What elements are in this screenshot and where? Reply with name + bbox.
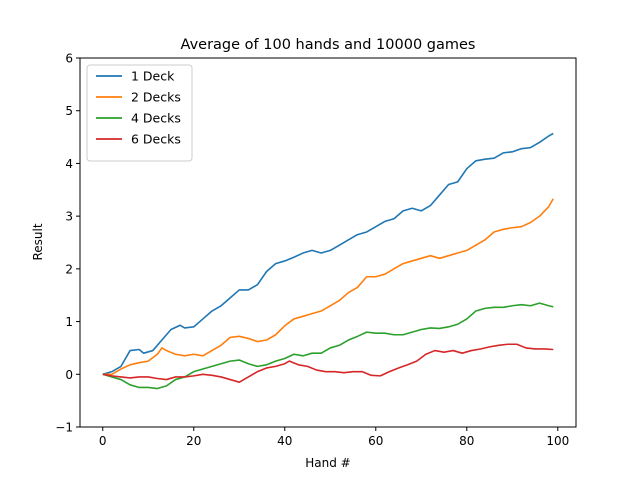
plot-area-frame — [79, 57, 577, 428]
series-line-3 — [102, 302, 554, 390]
y-tick-label: 5 — [65, 104, 73, 118]
legend-box — [86, 64, 193, 162]
y-tick-label: 3 — [65, 210, 73, 224]
series-line-1 — [102, 132, 554, 376]
legend: 1 Deck 2 Decks 4 Decks 6 Decks — [86, 64, 193, 162]
x-tick-label: 60 — [368, 434, 383, 448]
x-axis-title: Hand # — [305, 456, 350, 470]
y-tick-label: 0 — [65, 368, 73, 382]
y-axis-title: Result — [31, 223, 45, 260]
y-tick-label: −1 — [55, 421, 73, 435]
y-tick-label: 4 — [65, 157, 73, 171]
y-tick-label: 2 — [65, 262, 73, 276]
y-tick-label: 1 — [65, 315, 73, 329]
x-axis: 0 20 40 60 80 100 — [99, 427, 569, 448]
legend-entry: 1 Deck — [131, 69, 175, 84]
x-tick-label: 0 — [99, 434, 107, 448]
series-layer — [102, 132, 554, 390]
x-tick-label: 20 — [186, 434, 201, 448]
legend-entry: 6 Decks — [131, 132, 181, 147]
legend-entry: 4 Decks — [131, 111, 181, 126]
chart-title: Average of 100 hands and 10000 games — [181, 37, 476, 53]
y-axis: −1 0 1 2 3 4 5 6 — [55, 52, 80, 435]
series-line-4 — [102, 343, 554, 383]
x-tick-label: 40 — [277, 434, 292, 448]
x-tick-label: 100 — [546, 434, 569, 448]
legend-entry: 2 Decks — [131, 90, 181, 105]
y-tick-label: 6 — [65, 52, 73, 66]
series-line-2 — [102, 198, 554, 376]
x-tick-label: 80 — [459, 434, 474, 448]
